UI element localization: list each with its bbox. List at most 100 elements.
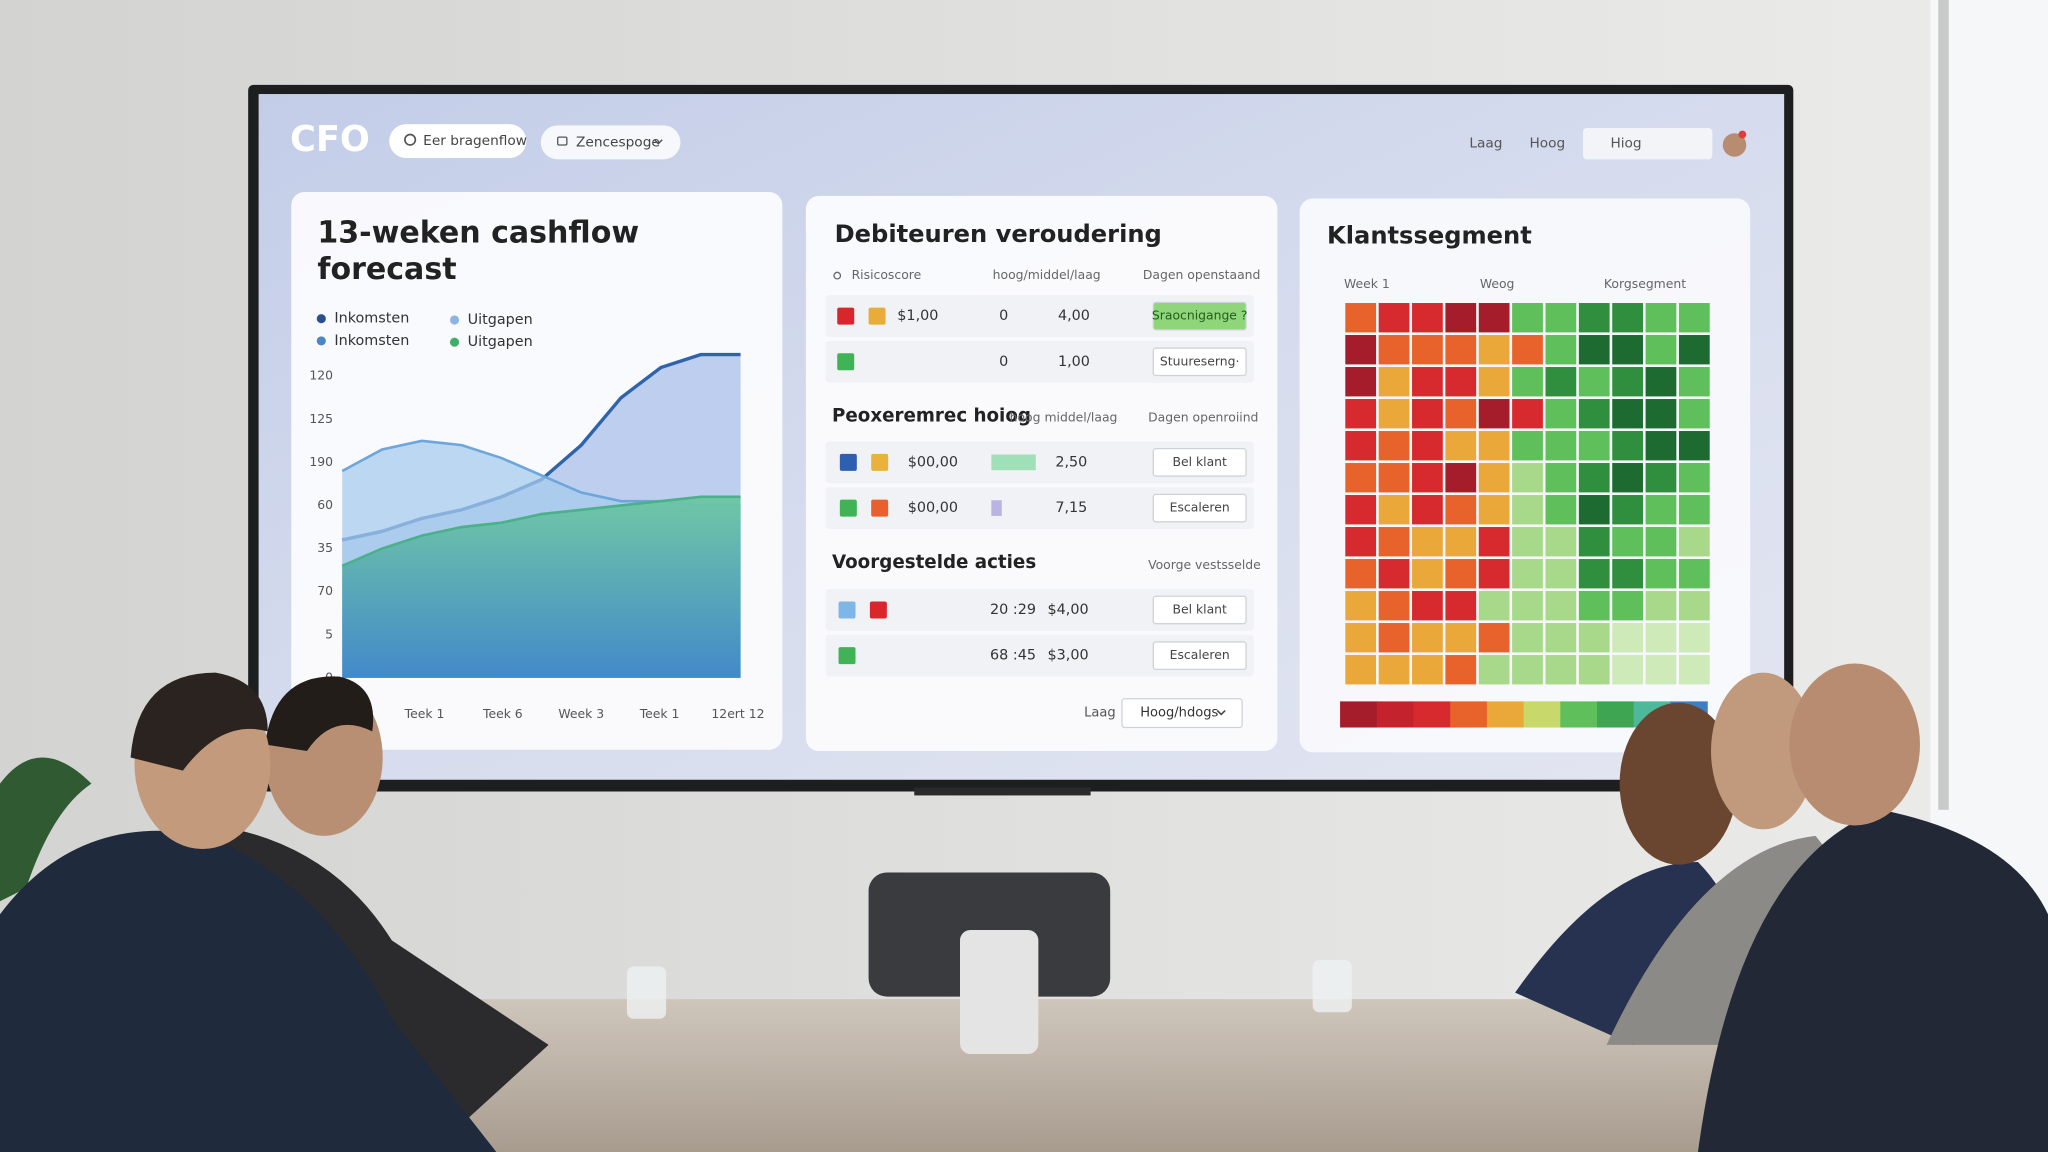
footer-dropdown-text[interactable]: Hoog/hdogs <box>1140 706 1218 721</box>
heatmap-cell <box>1345 335 1377 365</box>
heatmap-cell <box>1545 303 1577 333</box>
heatmap-cell <box>1345 303 1377 333</box>
footer-dropdown[interactable] <box>1121 698 1243 729</box>
chevron <box>653 139 663 145</box>
conference-phone <box>960 929 1039 1055</box>
heatmap-cell <box>1578 431 1610 461</box>
person-body <box>1697 809 2048 1152</box>
heatmap-cell <box>1345 431 1377 461</box>
heatmap-cell <box>1545 495 1577 525</box>
heatmap-cell <box>1412 463 1443 493</box>
scale-swatch <box>1560 701 1598 728</box>
action-button[interactable] <box>1152 641 1247 671</box>
section-heading: Peoxeremrec hoiog <box>832 406 1031 427</box>
heatmap-cell <box>1645 335 1677 365</box>
nav-link[interactable]: Hoog <box>1529 136 1565 152</box>
heatmap-cell <box>1412 303 1443 333</box>
heatmap-cell <box>1445 367 1477 397</box>
scale-swatch <box>1486 701 1525 728</box>
heatmap-cell <box>1445 655 1477 685</box>
heatmap-cell <box>1645 623 1677 653</box>
action-label[interactable]: Sraocnigange ? <box>1152 308 1248 323</box>
action-button[interactable] <box>1152 301 1247 331</box>
heatmap-cell <box>1578 527 1610 557</box>
heatmap-cell <box>1378 463 1410 493</box>
column-label: Weog <box>1480 276 1515 291</box>
nav-link[interactable]: Laag <box>1469 136 1502 152</box>
search-icon <box>404 133 417 146</box>
tv-stand <box>914 787 1091 796</box>
heatmap-cell <box>1345 527 1377 557</box>
legend-label: Uitgapen <box>468 312 533 328</box>
heatmap-cell <box>1545 367 1577 397</box>
heatmap-cell <box>1378 399 1410 429</box>
heatmap-cell <box>1678 335 1710 365</box>
chevron <box>1216 709 1226 716</box>
heatmap-cell <box>1612 335 1643 365</box>
action-label[interactable]: Escaleren <box>1170 500 1230 515</box>
heatmap-cell <box>1645 399 1677 429</box>
heatmap-cell <box>1512 431 1543 461</box>
filter-text[interactable]: Hiog <box>1610 136 1641 152</box>
status-bar <box>991 454 1036 471</box>
heatmap-cell <box>1445 527 1477 557</box>
heatmap-cell <box>1345 591 1377 621</box>
heatmap-cell <box>1478 335 1510 365</box>
avatar-badge <box>1738 130 1747 139</box>
heatmap-cell <box>1345 623 1377 653</box>
heatmap-cell <box>1345 495 1377 525</box>
action-label[interactable]: Stuureserng· <box>1160 353 1240 368</box>
action-label[interactable]: Bel klant <box>1172 601 1227 616</box>
heatmap-cell <box>1412 367 1443 397</box>
legend-dot <box>449 337 460 347</box>
heatmap-cell <box>1478 431 1510 461</box>
legend-label: Inkomsten <box>334 311 409 327</box>
heatmap-cell <box>1678 655 1710 685</box>
action-button[interactable] <box>1152 595 1247 625</box>
column-label: hoog/middel/laag <box>993 267 1101 282</box>
row-bg <box>825 589 1254 631</box>
panel-title: Debiteuren veroudering <box>835 220 1162 248</box>
status-swatch <box>837 307 855 325</box>
scale-swatch <box>1340 701 1378 728</box>
filter-box[interactable] <box>1583 128 1713 160</box>
heatmap-cell <box>1512 495 1543 525</box>
heatmap-cell <box>1545 655 1577 685</box>
heatmap-cell <box>1578 559 1610 589</box>
heatmap-cell <box>1345 655 1377 685</box>
heatmap-cell <box>1378 559 1410 589</box>
x-tick-label: Teek 1 <box>639 706 680 721</box>
avatar[interactable] <box>1722 133 1747 157</box>
row-bg <box>825 634 1254 677</box>
row-bg <box>825 295 1254 337</box>
search-box[interactable] <box>389 124 527 159</box>
dashboard: CFO Eer bragenflow Zencespoge Laag Hoog Hiog 1… <box>290 119 1747 729</box>
heatmap-cell <box>1545 431 1577 461</box>
dropdown-text[interactable]: Zencespoge <box>576 134 660 150</box>
cell-text: $00,00 <box>908 454 958 470</box>
heatmap-cell <box>1612 367 1643 397</box>
heatmap-cell <box>1678 431 1710 461</box>
action-label[interactable]: Bel klant <box>1172 454 1227 469</box>
heatmap-cell <box>1345 367 1377 397</box>
heatmap-cell <box>1512 463 1543 493</box>
status-swatch <box>839 453 857 471</box>
heatmap-cell <box>1678 527 1710 557</box>
heatmap-cell <box>1578 495 1610 525</box>
heatmap-cell <box>1578 623 1610 653</box>
x-tick-label: 12ert 12 <box>711 706 764 721</box>
heatmap-cell <box>1678 559 1710 589</box>
heatmap-cell <box>1512 399 1543 429</box>
action-label[interactable]: Escaleren <box>1170 647 1230 662</box>
heatmap-cell <box>1578 463 1610 493</box>
status-swatch <box>838 601 856 619</box>
action-button[interactable] <box>1152 493 1247 523</box>
action-button[interactable] <box>1152 448 1247 477</box>
heatmap-cell <box>1478 655 1510 685</box>
dropdown[interactable] <box>540 125 681 160</box>
heatmap-cell <box>1612 431 1643 461</box>
action-button[interactable] <box>1152 347 1247 377</box>
x-tick-label: Teek 1 <box>404 706 445 721</box>
search-text[interactable]: Eer bragenflow <box>423 133 527 149</box>
